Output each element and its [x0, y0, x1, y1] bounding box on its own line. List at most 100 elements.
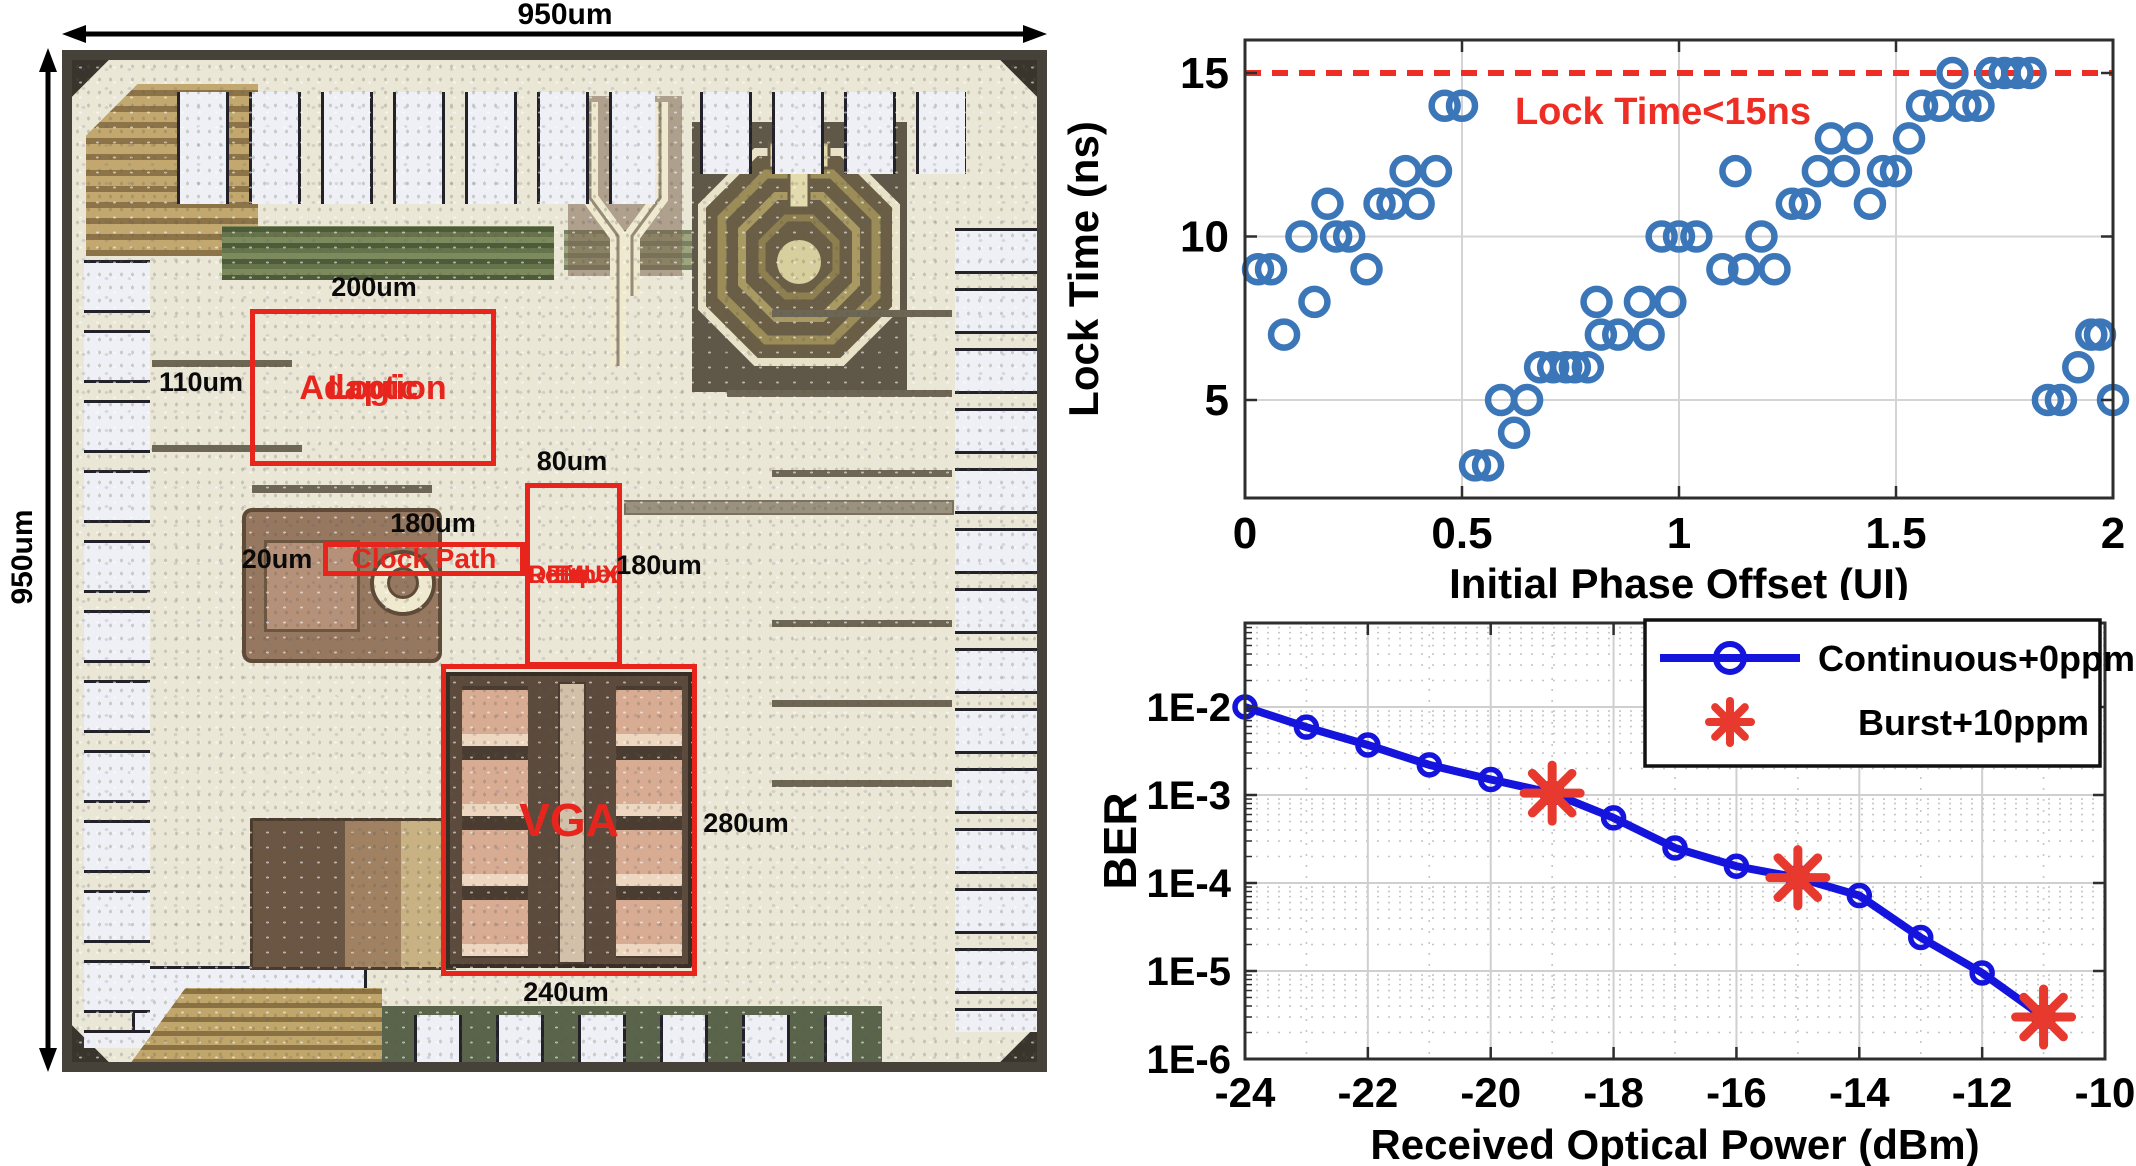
green-metal-band	[222, 226, 554, 280]
axis-ticks	[1243, 622, 2107, 1061]
scatter-point	[1319, 220, 1353, 253]
scatter-point	[1788, 187, 1822, 221]
scatter-point	[1350, 252, 1383, 286]
dimension-200um: 200um	[331, 272, 417, 302]
asterisk-marker	[1765, 845, 1831, 911]
y-tick-label: 10	[1180, 213, 1229, 262]
clock-path-label: Clock Path	[351, 543, 497, 574]
scatter-point	[1536, 351, 1570, 384]
scatter-point	[1758, 252, 1791, 286]
bond-pads-top	[700, 92, 966, 174]
eq-label: Eq.	[554, 560, 593, 589]
bond-pads-left	[84, 260, 150, 1048]
scatter-point	[1632, 318, 1665, 351]
scatter-point	[1936, 56, 1969, 90]
demux-output-trace	[624, 500, 954, 515]
scatter-point	[1458, 449, 1492, 482]
axis-labels: 1E-2 1E-3 1E-4 1E-5 1E-6-24 -22 -20 -18 -16 -14 -1…	[1094, 686, 2135, 1166]
scatter-point	[1775, 187, 1809, 221]
scatter-point	[2062, 351, 2095, 384]
scatter-point	[1949, 89, 1982, 122]
scatter-point	[1445, 89, 1479, 122]
demux-label: DEMUX	[528, 560, 619, 589]
scatter-point	[1363, 187, 1396, 221]
scatter-point	[2044, 383, 2078, 417]
x-tick-label: 2	[2101, 509, 2125, 558]
x-axis-title: Received Optical Power (dBm)	[1370, 1121, 1979, 1166]
bond-pads-bottom	[332, 1015, 852, 1062]
scatter-point	[1623, 285, 1657, 319]
legend: Continuous+0ppm Burst+10ppm	[1643, 618, 2135, 768]
plot-area	[1245, 40, 2113, 498]
vga-core-structure	[446, 672, 692, 968]
x-tick-label: -16	[1706, 1069, 1767, 1116]
circle-marker	[1969, 960, 1995, 986]
scatter-point	[2014, 56, 2047, 90]
circle-marker	[1477, 766, 1504, 793]
y-tick-label: 15	[1180, 49, 1229, 98]
x-tick-label: -22	[1338, 1069, 1399, 1116]
scatter-point	[1892, 122, 1926, 155]
x-tick-label: 0	[1233, 509, 1257, 558]
axis-labels: 5 10 15 0 0.5 1 1.5 2 Initial Phase Offset (UI) L…	[1060, 49, 2125, 600]
legend-entry-burst: Burst+10ppm	[1858, 702, 2089, 743]
die-width-dimension-label: 950um	[517, 0, 613, 31]
lock-time-scatter-chart: 5 10 15 0 0.5 1 1.5 2 Initial Phase Offset (UI) L…	[1060, 38, 2130, 600]
x-tick-label: -14	[1829, 1069, 1890, 1116]
vga-cell-column	[462, 686, 528, 958]
y-tick-label: 1E-6	[1147, 1038, 1232, 1082]
circle-marker	[1416, 752, 1443, 778]
scatter-point	[1402, 187, 1435, 221]
scatter-point	[1497, 416, 1531, 449]
burst-series-markers	[1519, 760, 2077, 1050]
y-axis-title: Lock Time (ns)	[1060, 121, 1107, 417]
die-corner-bevel	[72, 60, 109, 97]
scatter-point	[1719, 154, 1752, 188]
scatter-point	[1298, 285, 1331, 319]
annotation-box-adaption-logic: Adaption Logic	[250, 309, 496, 466]
y-tick-label: 1E-5	[1147, 950, 1232, 994]
scatter-point	[1680, 220, 1713, 253]
y-tick-label: 1E-4	[1147, 862, 1232, 906]
scatter-point	[1285, 220, 1318, 253]
retimer-label: Retimer	[526, 560, 621, 589]
circle-marker	[1662, 835, 1688, 861]
die-height-arrow	[39, 48, 57, 1072]
metal-wire	[152, 360, 292, 367]
axis-ticks	[1243, 40, 2115, 498]
scatter-point	[1580, 285, 1613, 319]
metal-wire	[772, 700, 952, 707]
x-tick-label: -18	[1583, 1069, 1644, 1116]
asterisk-marker	[1705, 697, 1755, 747]
dimension-180um-demux: 180um	[616, 550, 702, 580]
chip-die-photo: Adaption Logic Clock Path DEMUX + Eq. + …	[62, 50, 1047, 1072]
x-tick-label: 1.5	[1865, 509, 1926, 558]
scatter-points	[1241, 56, 2130, 482]
annotation-box-vga: VGA	[441, 664, 697, 976]
circle-marker	[1846, 882, 1873, 909]
dimension-20um: 20um	[241, 544, 313, 574]
scatter-point	[1745, 220, 1778, 253]
bond-pads-right	[955, 228, 1037, 1032]
adaption-label-line2: Logic	[327, 368, 419, 407]
scatter-point	[1311, 187, 1344, 221]
circle-marker	[1723, 853, 1750, 880]
scatter-point	[1601, 318, 1635, 351]
y-tick-label: 1E-3	[1147, 774, 1232, 818]
x-tick-label: -10	[2075, 1069, 2136, 1116]
die-corner-bevel	[1000, 60, 1037, 97]
metal-wire	[727, 390, 952, 397]
vga-center-rail	[558, 682, 586, 964]
dimension-240um: 240um	[523, 977, 609, 1007]
scatter-point	[1905, 89, 1939, 122]
x-tick-label: -24	[1215, 1069, 1276, 1116]
metal-wire	[252, 485, 432, 493]
scatter-point	[2001, 56, 2034, 90]
scatter-point	[1662, 220, 1696, 253]
threshold-annotation: Lock Time<15ns	[1515, 91, 1811, 133]
metal-wire	[772, 470, 952, 477]
scatter-point	[1654, 285, 1687, 319]
legend-circle-marker	[1713, 641, 1747, 675]
scatter-point	[1584, 318, 1618, 351]
